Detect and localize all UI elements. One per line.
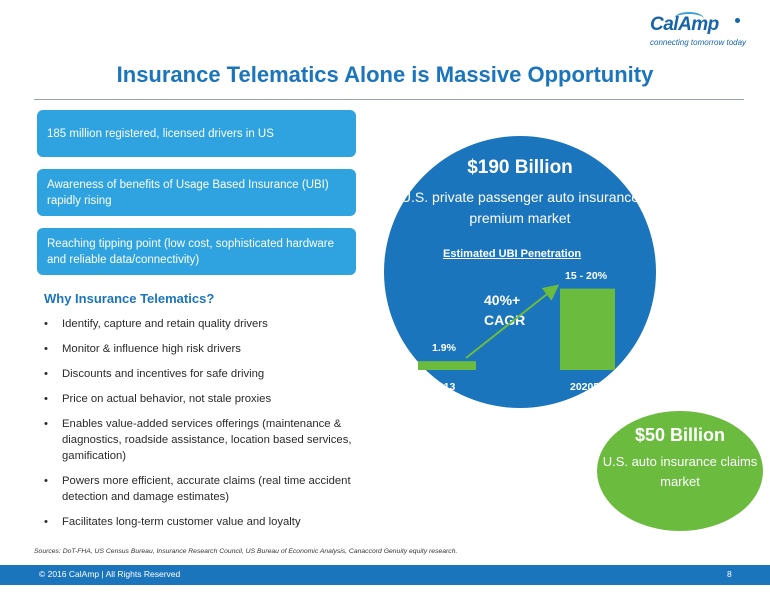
logo-wordmark: CalAmp xyxy=(650,14,719,35)
bullet-item: Facilitates long-term customer value and… xyxy=(44,514,354,530)
highlight-text: Reaching tipping point (low cost, sophis… xyxy=(47,237,335,266)
calamp-logo: CalAmp connecting tomorrow today xyxy=(640,12,750,50)
title-divider xyxy=(34,99,744,100)
logo-registered-icon xyxy=(735,18,740,23)
bullet-item: Identify, capture and retain quality dri… xyxy=(44,316,354,332)
footer-bar: © 2016 CalAmp | All Rights Reserved 8 xyxy=(0,565,770,585)
premium-market-amount: $190 Billion xyxy=(467,157,573,178)
bullet-item: Discounts and incentives for safe drivin… xyxy=(44,366,354,382)
bar-category-label: 2020E xyxy=(570,381,601,393)
premium-market-description: U.S. private passenger auto insurance pr… xyxy=(400,189,640,226)
highlight-text: Awareness of benefits of Usage Based Ins… xyxy=(47,178,329,207)
bullet-item: Powers more efficient, accurate claims (… xyxy=(44,473,354,505)
slide-title: Insurance Telematics Alone is Massive Op… xyxy=(116,62,654,87)
page-number: 8 xyxy=(727,569,732,579)
highlight-box: 185 million registered, licensed drivers… xyxy=(37,110,356,157)
highlight-box: Reaching tipping point (low cost, sophis… xyxy=(37,228,356,275)
why-bullet-list: Identify, capture and retain quality dri… xyxy=(44,316,354,539)
cagr-label: CAGR xyxy=(484,312,526,328)
bullet-item: Price on actual behavior, not stale prox… xyxy=(44,391,354,407)
bar-data-label: 1.9% xyxy=(432,342,456,355)
why-heading: Why Insurance Telematics? xyxy=(44,291,215,306)
claims-market-circle xyxy=(595,409,765,533)
bar-category-label: 2013 xyxy=(432,381,456,393)
highlight-text: 185 million registered, licensed drivers… xyxy=(47,127,274,140)
bar-data-label: 15 - 20% xyxy=(565,269,608,282)
cagr-annotation: 40%+ CAGR xyxy=(484,290,525,330)
logo-swoosh-icon xyxy=(674,12,704,26)
claims-market-amount: $50 Billion xyxy=(634,425,726,445)
claims-market-description: U.S. auto insurance claims market xyxy=(602,454,758,489)
bullet-item: Monitor & influence high risk drivers xyxy=(44,341,354,357)
sources-note: Sources: DoT-FHA, US Census Bureau, Insu… xyxy=(34,548,458,555)
copyright-text: © 2016 CalAmp | All Rights Reserved xyxy=(39,569,181,579)
bullet-item: Enables value-added services offerings (… xyxy=(44,416,354,464)
chart-title: Estimated UBI Penetration xyxy=(443,248,582,260)
cagr-value: 40%+ xyxy=(484,292,521,308)
highlight-box: Awareness of benefits of Usage Based Ins… xyxy=(37,169,356,216)
logo-tagline: connecting tomorrow today xyxy=(650,38,747,47)
